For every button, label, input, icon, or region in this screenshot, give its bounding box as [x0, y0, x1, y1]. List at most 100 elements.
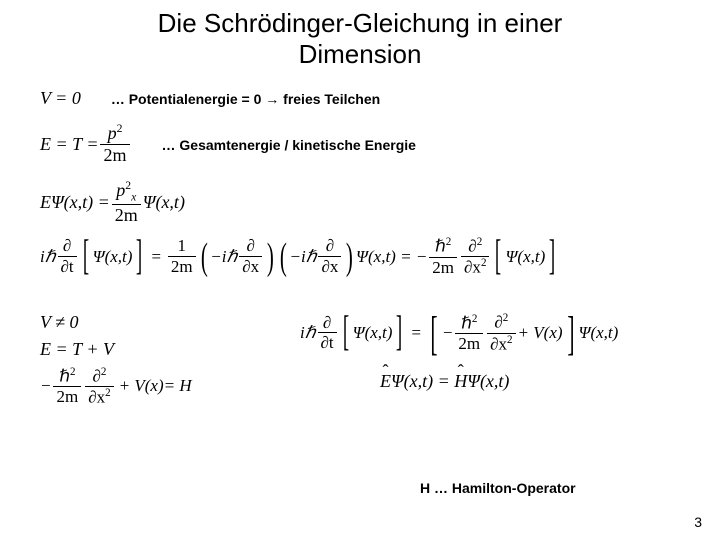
lbrack-2: [: [495, 238, 501, 276]
frac-d2dx2-2: ∂2 ∂x2: [85, 366, 113, 408]
mih-1: −iℏ: [210, 247, 237, 267]
d2-sup: 2: [477, 236, 483, 248]
d2: ∂: [468, 237, 476, 256]
plus-vx-2: + V(x): [518, 323, 563, 343]
eq-etv: E = T + V: [40, 339, 260, 360]
dx2b-sup: 2: [105, 387, 111, 399]
two-m-4: 2m: [429, 258, 457, 278]
eq-operator: EΨ(x,t) = HΨ(x,t): [380, 371, 618, 392]
d2c-sup: 2: [503, 312, 509, 324]
eq-tdse-free: iℏ ∂ ∂t [ Ψ(x,t) ] = 1 2m ( −iℏ ∂ ∂x ) (…: [40, 236, 559, 278]
d2b-sup: 2: [101, 366, 107, 378]
page-number: 3: [694, 514, 702, 530]
rbrack-1: ]: [136, 238, 142, 276]
rbrack-4: ]: [567, 312, 574, 355]
p-sup: 2: [117, 122, 123, 135]
rparen-2: ): [346, 238, 353, 276]
psi-end: Ψ(x,t): [579, 323, 619, 343]
hbar2: ℏ: [59, 367, 70, 386]
frac-p2-2m: p2 2m: [100, 123, 129, 165]
title-line-2: Dimension: [299, 39, 422, 69]
hbar-sup: 2: [446, 236, 452, 248]
ddx-d1: ∂x: [239, 257, 262, 277]
dx2c: ∂x: [490, 334, 507, 353]
ddx-d2: ∂x: [318, 257, 341, 277]
eq-v0: V = 0: [40, 88, 81, 109]
two-m: 2m: [103, 145, 126, 165]
eq-epsi: EΨ(x,t) = p2x 2m Ψ(x,t): [40, 180, 185, 226]
lbrack-3: [: [342, 314, 348, 352]
psi-eq-minus: Ψ(x,t) = −: [356, 247, 427, 267]
frac-ddt-2: ∂ ∂t: [318, 314, 337, 353]
psi-td: Ψ(x,t): [353, 323, 393, 343]
rbrack-3: ]: [396, 314, 402, 352]
plus-vx-h: + V(x)= H: [119, 376, 192, 396]
lbrack-4: [: [430, 312, 437, 355]
ih-2: iℏ: [300, 323, 316, 343]
two-m-5: 2m: [53, 387, 81, 407]
slide-title: Die Schrödinger-Gleichung in einer Dimen…: [0, 0, 720, 70]
eq-hamiltonian: − ℏ2 2m ∂2 ∂x2 + V(x)= H: [40, 366, 260, 408]
annotation-potential: … Potentialenergie = 0 → freies Teilchen: [111, 91, 380, 107]
dx2c-sup: 2: [507, 334, 513, 346]
rbrack-2: ]: [549, 238, 555, 276]
psi-l: Ψ(x,t) =: [391, 371, 454, 391]
eq-v0-text: V = 0: [40, 88, 81, 108]
one: 1: [168, 237, 196, 257]
e-hat: E: [380, 371, 391, 392]
eq-sign-2: =: [410, 323, 421, 343]
h-hat: H: [454, 371, 467, 392]
two-m-6: 2m: [455, 334, 483, 354]
frac-ddx-1: ∂ ∂x: [239, 237, 262, 276]
eq-sign-1: =: [150, 247, 161, 267]
d2c: ∂: [494, 313, 502, 332]
ddx-n1: ∂: [239, 237, 262, 257]
ddt2-d: ∂t: [318, 333, 337, 353]
annotation-hamilton: H … Hamilton-Operator: [420, 480, 576, 496]
px-sub: x: [131, 190, 136, 203]
eq-e-t: E = T = p2 2m: [40, 123, 132, 165]
frac-ddt: ∂ ∂t: [58, 237, 77, 276]
frac-h2-2m: ℏ2 2m: [429, 236, 457, 277]
lparen-2: (: [280, 238, 287, 276]
psi-br1: Ψ(x,t): [93, 247, 133, 267]
annotation-energy: … Gesamtenergie / kinetische Energie: [162, 137, 416, 153]
dx2: ∂x: [464, 258, 481, 277]
eq-e-t-lhs: E = T =: [40, 134, 98, 155]
rparen-1: ): [267, 238, 274, 276]
two-m-2: 2m: [115, 205, 138, 225]
ddt2-n: ∂: [318, 314, 337, 334]
p: p: [108, 123, 117, 143]
minus-h: −: [40, 376, 51, 396]
frac-h2-2m-3: ℏ2 2m: [455, 313, 483, 354]
hbar2-sup: 2: [70, 366, 76, 378]
dx2-sup: 2: [481, 257, 487, 269]
frac-h2-2m-2: ℏ2 2m: [53, 366, 81, 407]
hbar: ℏ: [435, 237, 446, 256]
psi-r: Ψ(x,t): [467, 371, 509, 391]
frac-d2dx2: ∂2 ∂x2: [461, 236, 489, 278]
hbar3-sup: 2: [472, 313, 478, 325]
title-line-1: Die Schrödinger-Gleichung in einer: [158, 8, 563, 38]
mih-2: −iℏ: [290, 247, 317, 267]
frac-px2-2m: p2x 2m: [112, 180, 141, 226]
frac-ddx-2: ∂ ∂x: [318, 237, 341, 276]
d2b: ∂: [92, 366, 100, 385]
lparen-1: (: [200, 238, 207, 276]
minus-big: −: [442, 323, 453, 343]
frac-1-2m: 1 2m: [168, 237, 196, 276]
psi-rhs: Ψ(x,t): [143, 192, 185, 213]
ih: iℏ: [40, 247, 56, 267]
hbar3: ℏ: [461, 313, 472, 332]
eq-tdse-v: iℏ ∂ ∂t [ Ψ(x,t) ] = [ − ℏ2 2m ∂2 ∂x2 + …: [300, 312, 618, 355]
ddt-num: ∂: [58, 237, 77, 257]
dx2b: ∂x: [88, 388, 105, 407]
frac-d2dx2-3: ∂2 ∂x2: [487, 312, 515, 354]
ddt-den: ∂t: [58, 257, 77, 277]
lbrack-1: [: [82, 238, 88, 276]
psi-br2: Ψ(x,t): [505, 247, 545, 267]
eq-vne0: V ≠ 0: [40, 312, 260, 333]
px: p: [116, 180, 125, 200]
two-m-3: 2m: [168, 257, 196, 277]
epsi-lhs: EΨ(x,t) =: [40, 192, 110, 213]
